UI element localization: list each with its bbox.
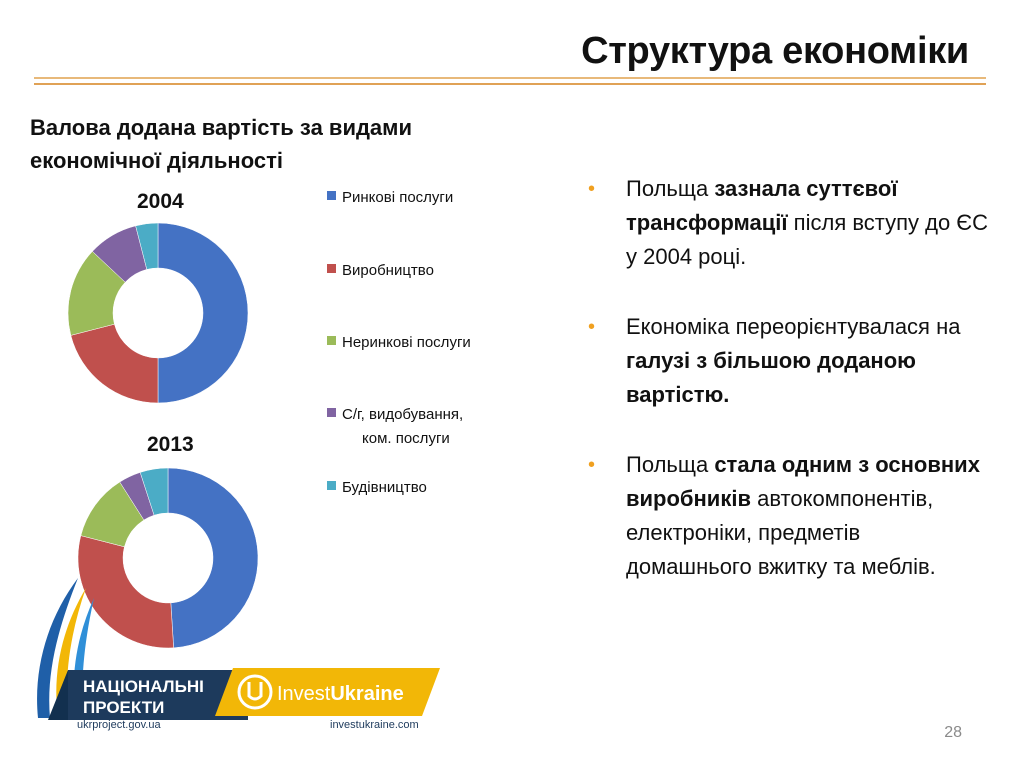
donut-chart-2013 bbox=[77, 467, 259, 649]
donut-slice-4 bbox=[135, 222, 159, 270]
bullet-text-part: Польща bbox=[626, 176, 715, 201]
bullet-text: Польща зазнала суттєвої трансформації пі… bbox=[626, 176, 988, 269]
np-url: ukrproject.gov.ua bbox=[77, 719, 161, 731]
slide-title: Структура економіки bbox=[581, 30, 969, 72]
title-rule-top bbox=[34, 77, 986, 79]
bullet-text-part: після вступу до ЄС у 2004 році. bbox=[626, 210, 989, 269]
donut-slice-0 bbox=[157, 222, 249, 404]
legend-label: Ринкові послуги bbox=[342, 189, 454, 206]
chart-subtitle-line2: економічної діяльності bbox=[30, 148, 283, 173]
bullet-list: • Польща зазнала суттєвої трансформації … bbox=[588, 172, 988, 620]
chart-subtitle: Валова додана вартість за видами економі… bbox=[30, 111, 500, 177]
iu-logo-word1: Invest bbox=[277, 683, 331, 705]
bullet-text-bold: галузі з більшою доданою вартістю. bbox=[626, 348, 916, 407]
legend-label: С/г, видобування, bbox=[342, 406, 464, 423]
chart-subtitle-line1: Валова додана вартість за видами bbox=[30, 115, 412, 140]
bullet-text-part: Польща bbox=[626, 452, 715, 477]
legend-swatch bbox=[327, 481, 336, 490]
bullet-text-part: автокомпонентів, електроніки, предметів … bbox=[626, 486, 936, 579]
legend-swatch bbox=[327, 191, 336, 200]
legend-label-line2: ком. послуги bbox=[362, 430, 450, 447]
legend-swatch bbox=[327, 336, 336, 345]
legend-label: Неринкові послуги bbox=[342, 334, 471, 351]
np-logo-line2: ПРОЕКТИ bbox=[83, 698, 164, 717]
bullet-text-bold: стала одним з основних виробників bbox=[626, 452, 980, 511]
legend-label: Будівництво bbox=[342, 479, 427, 496]
bullet-text-part: Економіка переорієнтувалася на bbox=[626, 314, 961, 339]
bullet-dot-icon: • bbox=[588, 316, 596, 338]
svg-text:InvestUkraine: InvestUkraine bbox=[277, 683, 404, 705]
legend-swatch bbox=[327, 264, 336, 273]
donut-chart-2004 bbox=[67, 222, 249, 404]
bullet-item: • Польща стала одним з основних виробник… bbox=[588, 448, 988, 584]
invest-ukraine-logo: InvestUkraine bbox=[215, 668, 440, 716]
iu-url: investukraine.com bbox=[330, 719, 419, 731]
title-rule-bottom bbox=[34, 83, 986, 85]
chart-2013-title: 2013 bbox=[147, 433, 194, 456]
donut-slice-1 bbox=[77, 535, 174, 649]
bullet-dot-icon: • bbox=[588, 454, 596, 476]
np-logo-line1: НАЦІОНАЛЬНІ bbox=[83, 677, 204, 696]
page-number: 28 bbox=[944, 724, 962, 741]
bullet-item: • Польща зазнала суттєвої трансформації … bbox=[588, 172, 988, 274]
donut-slice-4 bbox=[139, 467, 169, 516]
bullet-item: • Економіка переорієнтувалася на галузі … bbox=[588, 310, 988, 412]
iu-logo-word2: Ukraine bbox=[330, 683, 403, 705]
bullet-text: Польща стала одним з основних виробників… bbox=[626, 452, 980, 579]
chart-2004-title: 2004 bbox=[137, 190, 184, 213]
legend-swatch bbox=[327, 408, 336, 417]
donut-slice-1 bbox=[70, 323, 159, 404]
bullet-text-bold: зазнала суттєвої трансформації bbox=[626, 176, 898, 235]
bullet-text: Економіка переорієнтувалася на галузі з … bbox=[626, 314, 960, 407]
donut-slice-0 bbox=[167, 467, 259, 649]
legend-label: Виробництво bbox=[342, 262, 434, 279]
bullet-dot-icon: • bbox=[588, 178, 596, 200]
